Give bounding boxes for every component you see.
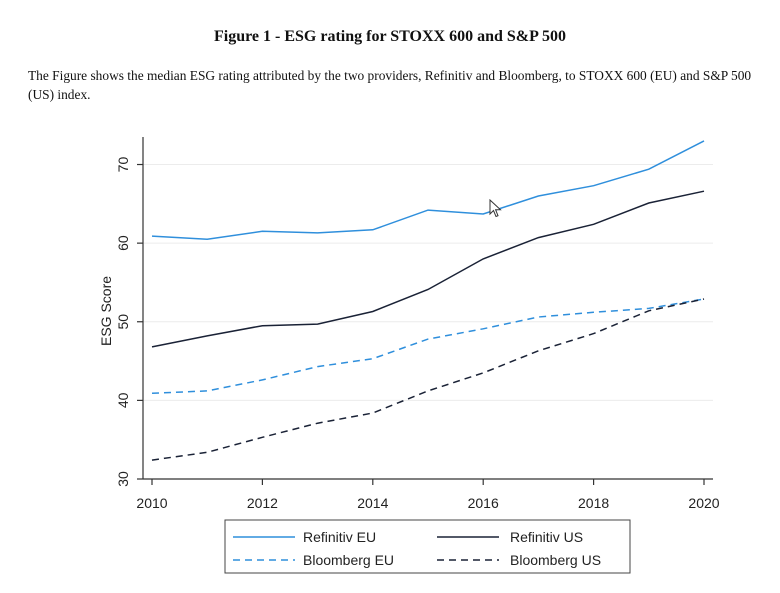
legend-label: Refinitiv US	[510, 529, 583, 545]
y-axis-title: ESG Score	[98, 276, 114, 346]
x-tick-label: 2010	[136, 495, 167, 511]
series-line-refinitiv-us	[151, 190, 705, 348]
figure-caption: The Figure shows the median ESG rating a…	[28, 68, 752, 102]
series-line-bloomberg-eu	[151, 298, 705, 395]
y-tick-label: 30	[115, 471, 131, 487]
x-tick-label: 2016	[468, 495, 499, 511]
legend-label: Bloomberg EU	[303, 552, 394, 568]
mouse-cursor-icon	[489, 199, 502, 218]
legend-box	[224, 519, 631, 574]
series-line-refinitiv-eu	[151, 140, 705, 240]
x-tick-label: 2018	[578, 495, 609, 511]
y-tick-label: 40	[115, 392, 131, 408]
series-line-bloomberg-us	[151, 298, 705, 461]
x-tick-label: 2012	[247, 495, 278, 511]
figure-title: Figure 1 - ESG rating for STOXX 600 and …	[213, 28, 567, 45]
x-tick-label: 2020	[688, 495, 719, 511]
y-tick-label: 70	[115, 157, 131, 173]
legend-label: Bloomberg US	[510, 552, 601, 568]
legend-label: Refinitiv EU	[303, 529, 376, 545]
y-tick-label: 60	[115, 235, 131, 251]
x-tick-label: 2014	[357, 495, 388, 511]
y-tick-label: 50	[115, 314, 131, 330]
